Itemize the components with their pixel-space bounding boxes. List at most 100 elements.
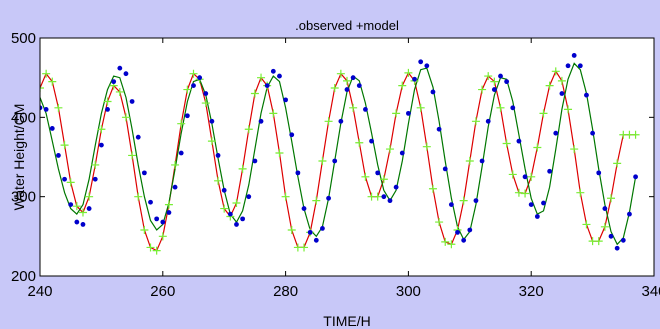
observed-point <box>577 63 583 69</box>
observed-point <box>461 237 467 243</box>
model-point <box>171 160 180 169</box>
model-point <box>48 77 57 86</box>
model-point <box>324 117 333 126</box>
model-point <box>465 156 474 165</box>
model-point <box>220 204 229 213</box>
model-point <box>281 192 290 201</box>
model-point <box>183 85 192 94</box>
observed-point <box>191 83 196 88</box>
model-point <box>514 188 523 197</box>
model-point <box>631 130 640 139</box>
observed-point <box>350 75 356 81</box>
observed-point <box>203 91 209 96</box>
model-point <box>533 143 542 152</box>
observed-point <box>418 59 424 65</box>
observed-point <box>571 53 577 58</box>
model-point <box>349 103 358 112</box>
observed-point <box>295 170 301 176</box>
x-tick-label: 280 <box>273 283 298 300</box>
observed-point <box>375 170 381 176</box>
observed-point <box>154 216 160 222</box>
observed-point <box>117 65 123 71</box>
observed-point <box>74 219 80 225</box>
model-point <box>502 139 511 148</box>
observed-point <box>467 227 473 233</box>
model-point <box>478 85 487 94</box>
observed-point <box>40 105 43 111</box>
x-axis-label: TIME/H <box>323 313 370 329</box>
observed-point <box>264 83 270 88</box>
observed-point <box>160 219 166 225</box>
x-tick-label: 340 <box>641 283 660 300</box>
ticks-layer: 240 260 280 300 320 340 200 300 400 500 <box>11 30 660 300</box>
y-tick-label: 200 <box>11 268 36 285</box>
observed-point <box>436 126 442 132</box>
observed-point <box>406 110 411 116</box>
x-tick-label: 260 <box>150 283 175 300</box>
model-point <box>600 222 609 231</box>
model-point <box>85 192 94 201</box>
model-point <box>257 73 266 82</box>
model-point <box>72 202 81 211</box>
model-point <box>275 149 284 158</box>
observed-point <box>320 226 325 231</box>
model-point <box>551 67 560 76</box>
observed-point <box>547 168 553 174</box>
model-point <box>576 188 585 197</box>
observed-point <box>129 99 135 104</box>
x-tick-label: 300 <box>396 283 421 300</box>
model-point <box>490 77 499 86</box>
model-point <box>459 196 468 205</box>
observed-point <box>209 118 215 124</box>
observed-point <box>424 63 430 69</box>
y-axis-label: Water Height/CM <box>11 104 27 211</box>
plot-frame <box>39 37 655 277</box>
observed-point <box>326 195 331 201</box>
observed-point <box>504 79 510 85</box>
observed-point <box>559 91 565 96</box>
observed-point <box>184 113 190 119</box>
observed-point <box>553 130 559 136</box>
model-point <box>539 109 548 118</box>
observed-point <box>627 211 632 217</box>
model-point <box>484 72 493 81</box>
observed-point <box>283 97 288 103</box>
model-point <box>146 243 155 252</box>
observed-point <box>369 138 374 144</box>
observed-point <box>86 206 92 211</box>
observed-point <box>590 130 595 136</box>
observed-point <box>399 150 405 156</box>
model-point <box>97 125 106 134</box>
observed-point <box>68 202 74 208</box>
y-tick-label: 500 <box>11 30 36 47</box>
model-point <box>521 189 530 198</box>
model-point <box>613 159 622 168</box>
observed-point <box>541 200 546 206</box>
fit-line <box>40 62 637 246</box>
observed-point <box>633 174 638 180</box>
observed-point <box>344 87 350 92</box>
observed-point <box>172 184 178 190</box>
observed-point <box>270 68 276 74</box>
model-point <box>428 184 437 193</box>
model-point <box>398 81 407 90</box>
model-point <box>66 178 75 187</box>
observed-point <box>534 214 540 219</box>
model-point <box>343 76 351 85</box>
observed-point <box>56 153 61 158</box>
model-point <box>416 103 425 112</box>
observed-point <box>111 79 117 85</box>
model-point <box>422 142 431 151</box>
model-point <box>441 237 450 246</box>
model-point <box>300 243 309 252</box>
model-point <box>570 145 579 154</box>
model-point <box>361 172 370 181</box>
y-tick-label: 400 <box>11 109 36 126</box>
model-point <box>287 225 296 234</box>
observed-point <box>455 229 460 235</box>
model-point <box>508 170 517 179</box>
observed-point <box>252 158 258 164</box>
model-point <box>140 225 149 234</box>
observed-point <box>491 87 497 92</box>
model-point <box>134 192 143 201</box>
